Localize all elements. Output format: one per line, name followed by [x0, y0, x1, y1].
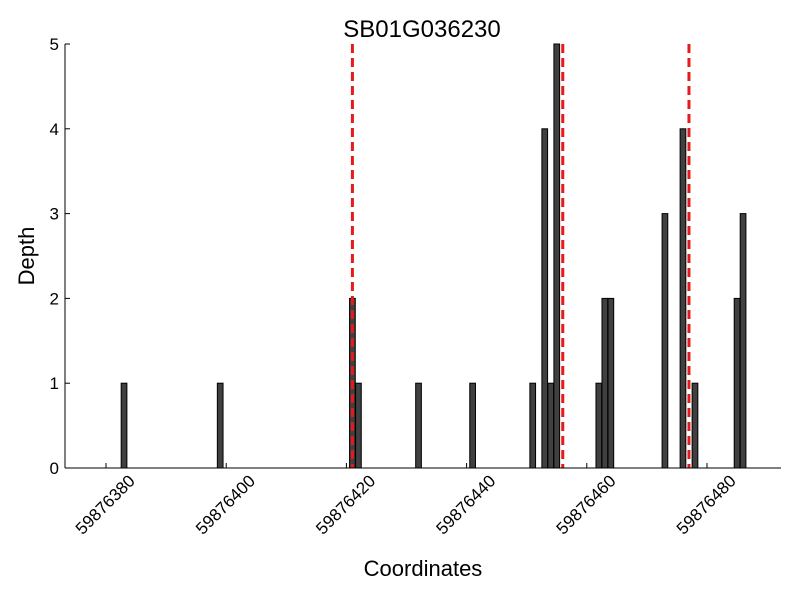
- bar: [355, 382, 362, 469]
- x-axis-label: Coordinates: [364, 556, 483, 581]
- bar: [661, 213, 669, 469]
- axes: [64, 44, 781, 469]
- y-axis-label: Depth: [14, 227, 39, 286]
- x-tick-label: 59876420: [312, 471, 379, 538]
- bar: [547, 382, 555, 469]
- x-tick-label: 59876400: [192, 471, 259, 538]
- bar: [553, 43, 561, 469]
- bar: [469, 382, 476, 469]
- bar: [216, 382, 224, 469]
- x-tick-label: 59876480: [673, 471, 740, 538]
- y-tick-label: 5: [50, 35, 59, 54]
- y-tick-label: 3: [50, 205, 59, 224]
- chart-title: SB01G036230: [343, 16, 500, 43]
- y-ticks: 0 1 2 3 4 5: [50, 35, 70, 478]
- y-tick-label: 4: [50, 120, 59, 139]
- bar: [733, 297, 741, 469]
- bar: [529, 382, 537, 469]
- y-tick-label: 1: [50, 374, 59, 393]
- bar: [691, 382, 699, 469]
- bars-layer: [120, 43, 747, 469]
- bar: [739, 213, 747, 469]
- x-tick-label: 59876380: [72, 471, 139, 538]
- x-ticks: 59876380 59876400 59876420 59876440 59876460…: [72, 463, 740, 538]
- bar: [607, 297, 615, 469]
- bar: [601, 297, 609, 469]
- bar: [120, 382, 128, 469]
- bar: [541, 128, 549, 469]
- y-tick-label: 0: [50, 459, 59, 478]
- bar: [679, 128, 687, 469]
- x-tick-label: 59876460: [553, 471, 620, 538]
- x-tick-label: 59876440: [433, 471, 500, 538]
- y-tick-label: 2: [50, 289, 59, 308]
- bar: [595, 382, 603, 469]
- markers-layer: [350, 44, 691, 468]
- bar: [415, 382, 422, 469]
